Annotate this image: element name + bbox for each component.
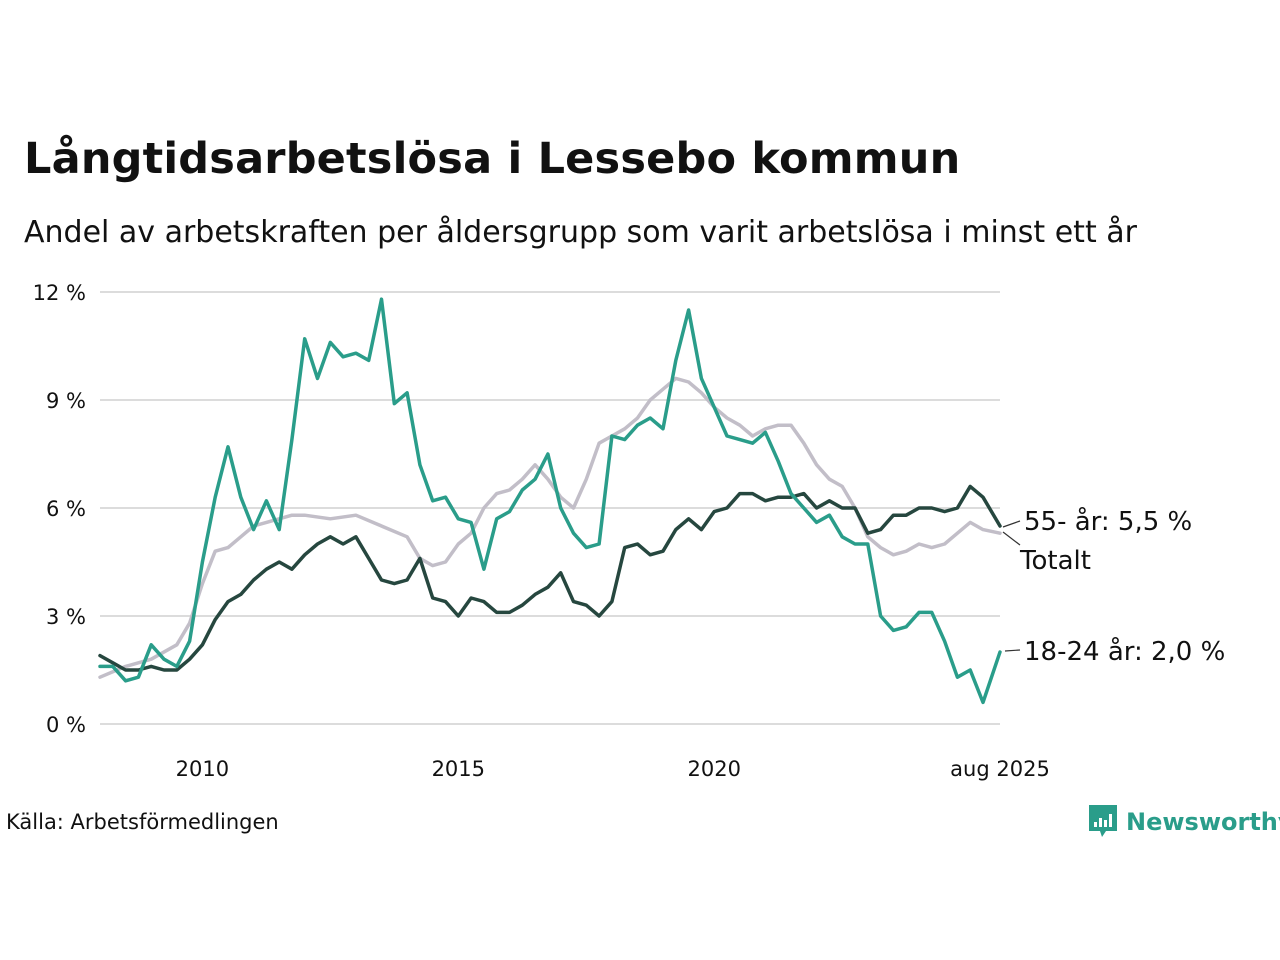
x-axis-ticks: 2010 2015 2020 aug 2025 (176, 757, 1050, 781)
end-label-total: Totalt (1019, 546, 1091, 576)
chart-subtitle: Andel av arbetskraften per åldersgrupp s… (24, 215, 1137, 250)
y-tick-label: 9 % (46, 389, 86, 413)
end-label-old: 55- år: 5,5 % (1024, 506, 1192, 537)
y-tick-label: 3 % (46, 605, 86, 629)
leader-line-old (1002, 520, 1021, 528)
line-chart: 0 % 3 % 6 % 9 % 12 % 2010 2015 2020 aug 2025 55… (33, 281, 1226, 781)
y-tick-label: 0 % (46, 713, 86, 737)
chart-title: Långtidsarbetslösa i Lessebo kommun (24, 134, 961, 184)
gridlines (100, 291, 1000, 725)
x-tick-label: 2020 (688, 757, 741, 781)
newsworthy-logo: Newsworthy (1088, 804, 1280, 840)
x-tick-label: aug 2025 (950, 757, 1050, 781)
brand-name: Newsworthy (1126, 808, 1280, 836)
end-label-young: 18-24 år: 2,0 % (1024, 636, 1225, 667)
source-note: Källa: Arbetsförmedlingen (6, 810, 279, 834)
series-line-old (98, 484, 1002, 672)
y-tick-label: 6 % (46, 497, 86, 521)
newsworthy-logo-icon (1089, 805, 1117, 837)
series-line-young (98, 297, 1002, 705)
leader-line-young (1004, 649, 1021, 652)
x-tick-label: 2010 (176, 757, 229, 781)
y-axis-ticks: 0 % 3 % 6 % 9 % 12 % (33, 281, 86, 737)
y-tick-label: 12 % (33, 281, 86, 305)
series-lines (98, 297, 1002, 705)
x-tick-label: 2015 (432, 757, 485, 781)
end-labels: 55- år: 5,5 % Totalt 18-24 år: 2,0 % (1002, 506, 1225, 667)
leader-line-total (1002, 531, 1021, 546)
